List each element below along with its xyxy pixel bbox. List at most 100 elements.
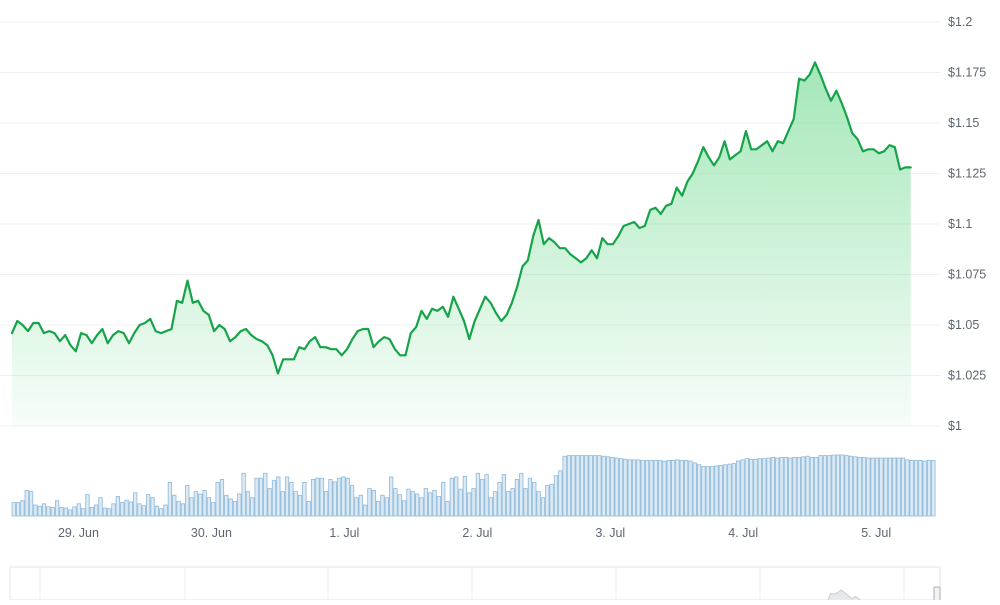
volume-bar xyxy=(541,498,544,516)
volume-bars xyxy=(12,455,935,516)
volume-bar xyxy=(285,477,288,516)
volume-bar xyxy=(407,489,410,516)
x-tick-label: 1. Jul xyxy=(329,526,359,540)
volume-bar xyxy=(836,455,839,516)
volume-bar xyxy=(793,457,796,516)
volume-bar xyxy=(298,495,301,516)
volume-bar xyxy=(775,458,778,516)
volume-bar xyxy=(476,473,479,516)
volume-bar xyxy=(815,457,818,516)
volume-bar xyxy=(810,457,813,516)
price-area xyxy=(12,62,911,426)
volume-bar xyxy=(259,478,262,516)
volume-bar xyxy=(446,501,449,516)
volume-bar xyxy=(459,489,462,516)
volume-bar xyxy=(190,498,193,516)
volume-bar xyxy=(537,492,540,516)
volume-bar xyxy=(450,478,453,516)
volume-bar xyxy=(615,458,618,516)
volume-bar xyxy=(428,493,431,516)
volume-bar xyxy=(441,482,444,516)
volume-bar xyxy=(563,456,566,516)
volume-bar xyxy=(433,490,436,516)
navigator-handle[interactable] xyxy=(934,587,940,600)
volume-bar xyxy=(854,457,857,516)
volume-bar xyxy=(103,508,106,516)
range-navigator[interactable] xyxy=(10,567,940,600)
volume-bar xyxy=(25,490,28,516)
volume-bar xyxy=(901,458,904,516)
volume-bar xyxy=(671,460,674,516)
volume-bar xyxy=(520,473,523,516)
volume-bar xyxy=(251,498,254,516)
volume-bar xyxy=(16,503,19,516)
volume-bar xyxy=(897,458,900,516)
volume-bar xyxy=(736,461,739,516)
volume-bar xyxy=(385,498,388,516)
volume-bar xyxy=(186,486,189,517)
volume-bar xyxy=(363,505,366,516)
volume-bar xyxy=(437,496,440,516)
volume-bar xyxy=(893,458,896,516)
volume-bar xyxy=(73,507,76,516)
volume-bar xyxy=(116,496,119,516)
volume-bar xyxy=(203,490,206,516)
volume-bar xyxy=(593,456,596,516)
volume-bar xyxy=(489,498,492,516)
volume-bar xyxy=(927,460,930,516)
volume-bar xyxy=(650,460,653,516)
volume-bar xyxy=(125,500,128,516)
volume-bar xyxy=(481,479,484,516)
volume-bar xyxy=(602,456,605,516)
volume-bar xyxy=(502,475,505,516)
volume-bar xyxy=(884,458,887,516)
volume-bar xyxy=(697,465,700,516)
navigator-frame[interactable] xyxy=(10,567,940,600)
volume-bar xyxy=(758,459,761,516)
volume-bar xyxy=(745,459,748,516)
volume-bar xyxy=(875,458,878,516)
volume-bar xyxy=(389,477,392,516)
x-tick-label: 5. Jul xyxy=(861,526,891,540)
volume-bar xyxy=(702,467,705,516)
volume-bar xyxy=(463,476,466,516)
volume-bar xyxy=(207,498,210,516)
volume-bar xyxy=(216,482,219,516)
volume-bar xyxy=(264,473,267,516)
volume-bar xyxy=(34,505,37,516)
x-tick-label: 3. Jul xyxy=(595,526,625,540)
volume-bar xyxy=(329,479,332,516)
volume-bar xyxy=(923,461,926,516)
volume-bar xyxy=(754,459,757,516)
volume-bar xyxy=(706,467,709,516)
volume-bar xyxy=(138,504,141,516)
volume-bar xyxy=(641,460,644,516)
volume-bar xyxy=(51,507,54,516)
volume-bar xyxy=(350,486,353,517)
volume-bar xyxy=(225,495,228,516)
volume-bar xyxy=(710,467,713,516)
volume-bar xyxy=(667,460,670,516)
volume-bar xyxy=(654,460,657,516)
volume-bar xyxy=(359,495,362,516)
volume-bar xyxy=(715,466,718,516)
volume-bar xyxy=(533,482,536,516)
volume-bar xyxy=(645,460,648,516)
volume-bar xyxy=(507,492,510,516)
volume-bar xyxy=(663,461,666,516)
volume-bar xyxy=(598,456,601,516)
volume-bar xyxy=(151,498,154,516)
volume-bar xyxy=(133,493,136,516)
volume-bar xyxy=(255,478,258,516)
volume-bar xyxy=(780,457,783,516)
volume-bar xyxy=(42,504,45,516)
volume-bar xyxy=(494,492,497,516)
volume-bar xyxy=(411,492,414,516)
volume-bar xyxy=(168,482,171,516)
volume-bar xyxy=(12,503,15,516)
volume-bar xyxy=(880,458,883,516)
volume-bar xyxy=(303,482,306,516)
volume-bar xyxy=(394,489,397,516)
